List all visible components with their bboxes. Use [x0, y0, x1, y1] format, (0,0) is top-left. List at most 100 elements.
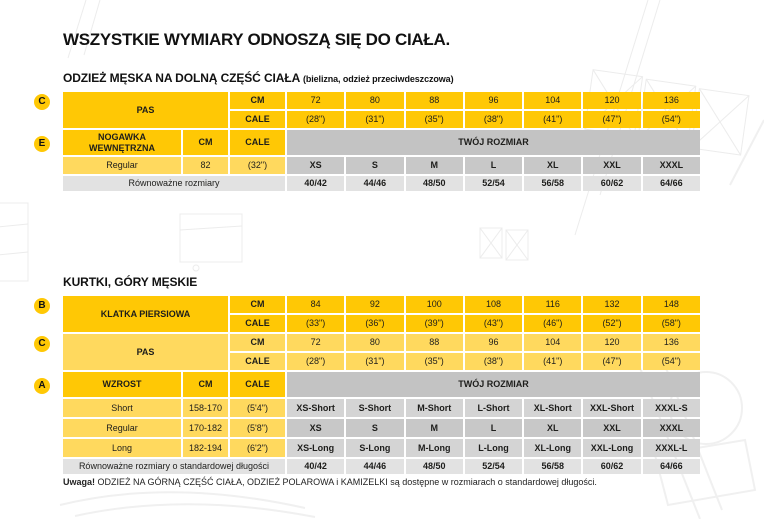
- row-label-wzrost: WZROST A: [34, 372, 181, 397]
- your-size-header: TWÓJ ROZMIAR: [287, 372, 700, 397]
- table-cell: XXXL: [642, 419, 700, 437]
- table-cell: (28"): [287, 353, 345, 370]
- unit-label-cale: CALE: [230, 111, 285, 128]
- table-cell: 136: [642, 334, 700, 351]
- table-cell: (36"): [346, 315, 404, 332]
- table-row: Short 158-170 (5'4") XS-Short S-Short M-Short…: [63, 399, 700, 417]
- table-cell: S: [346, 157, 404, 174]
- table-cell: 96: [464, 92, 523, 109]
- unit-label-cm: CM: [183, 372, 228, 397]
- table-cell: 100: [405, 296, 463, 313]
- row-marker-e: E: [34, 135, 50, 152]
- table-cell: (31"): [346, 111, 404, 128]
- table-row: CALE (28") (31") (35") (38") (41") (47") (54"): [63, 111, 700, 128]
- table-cell: 96: [464, 334, 523, 351]
- section-heading-text: ODZIEŻ MĘSKA NA DOLNĄ CZĘŚĆ CIAŁA: [63, 71, 300, 85]
- table-row: WZROST A CM CALE TWÓJ ROZMIAR: [34, 372, 700, 397]
- table-cell: 132: [583, 296, 641, 313]
- row-marker-c: C: [34, 93, 50, 110]
- table-row: Regular 82 (32") XS S M L XL XXL XXXL: [63, 157, 700, 174]
- table-cell: XXL-Short: [583, 399, 641, 417]
- table-cell: 116: [524, 296, 582, 313]
- row-marker-a: A: [34, 377, 50, 394]
- size-table-jackets-tops: KLATKA PIERSIOWA B CM 84 92 100 108 116 132 148 CA…: [34, 294, 702, 476]
- table-row: Long 182-194 (6'2") XS-Long S-Long M-Long L-Lo…: [63, 439, 700, 457]
- footnote-text: ODZIEŻ NA GÓRNĄ CZĘŚĆ CIAŁA, ODZIEŻ POLA…: [97, 477, 597, 487]
- footnote-label: Uwaga!: [63, 477, 96, 487]
- table-cell: 104: [524, 334, 582, 351]
- table-cell: XL: [524, 157, 582, 174]
- table-cell: (31"): [346, 353, 404, 370]
- table-cell: 64/66: [642, 176, 700, 191]
- unit-label-cale: CALE: [230, 130, 285, 155]
- table-cell: 60/62: [583, 459, 641, 474]
- row-label-short: Short: [63, 399, 181, 417]
- table-cell: XXL: [583, 419, 641, 437]
- row-label-regular: Regular: [63, 419, 181, 437]
- row-marker-b: B: [34, 297, 50, 314]
- table-row: NOGAWKA WEWNĘTRZNA E CM CALE TWÓJ ROZMIAR: [34, 130, 700, 155]
- size-table: PAS C CM 72 80 88 96 104 120 136 CALE (28") (31") (35…: [34, 90, 702, 193]
- unit-label-cale: CALE: [230, 353, 285, 370]
- table-cell: 92: [346, 296, 404, 313]
- table-cell: M: [405, 419, 463, 437]
- table-cell: 120: [583, 334, 641, 351]
- table-cell: 82: [183, 157, 228, 174]
- table-cell: (41"): [524, 353, 582, 370]
- table-cell: S-Short: [346, 399, 404, 417]
- table-cell: (35"): [405, 353, 463, 370]
- table-cell: XXL-Long: [583, 439, 641, 457]
- table-cell: 48/50: [405, 176, 463, 191]
- table-cell: XXXL-L: [642, 439, 700, 457]
- table-cell: (35"): [405, 111, 463, 128]
- table-cell: XXXL-S: [642, 399, 700, 417]
- table-row: PAS C CM 72 80 88 96 104 120 136: [34, 334, 700, 370]
- row-label-pas: PAS C: [34, 334, 228, 370]
- table-cell: M-Short: [405, 399, 463, 417]
- table-cell: (38"): [464, 111, 523, 128]
- row-label-equivalent-sizes: Równoważne rozmiary o standardowej długo…: [63, 459, 285, 474]
- table-cell: (41"): [524, 111, 582, 128]
- table-cell: (32"): [230, 157, 285, 174]
- table-cell: 170-182: [183, 419, 228, 437]
- table-cell: (33"): [287, 315, 345, 332]
- table-cell: 56/58: [524, 176, 582, 191]
- table-cell: (6'2"): [230, 439, 285, 457]
- table-cell: 148: [642, 296, 700, 313]
- section-heading-lower-body: ODZIEŻ MĘSKA NA DOLNĄ CZĘŚĆ CIAŁA (bieli…: [63, 71, 702, 85]
- table-cell: M: [405, 157, 463, 174]
- table-cell: 60/62: [583, 176, 641, 191]
- unit-label-cale: CALE: [230, 372, 285, 397]
- table-cell: (39"): [405, 315, 463, 332]
- table-cell: 56/58: [524, 459, 582, 474]
- page-title: WSZYSTKIE WYMIARY ODNOSZĄ SIĘ DO CIAŁA.: [63, 30, 450, 49]
- unit-label-cm: CM: [230, 92, 285, 109]
- table-cell: (54"): [642, 353, 700, 370]
- table-cell: XXXL: [642, 157, 700, 174]
- table-cell: XL-Long: [524, 439, 582, 457]
- footnote: Uwaga! ODZIEŻ NA GÓRNĄ CZĘŚĆ CIAŁA, ODZI…: [63, 477, 597, 487]
- table-cell: (54"): [642, 111, 700, 128]
- section-heading-text: KURTKI, GÓRY MĘSKIE: [63, 275, 198, 289]
- table-cell: (52"): [583, 315, 641, 332]
- table-cell: XL: [524, 419, 582, 437]
- table-cell: 44/46: [346, 176, 404, 191]
- section-lower-body: ODZIEŻ MĘSKA NA DOLNĄ CZĘŚĆ CIAŁA (bieli…: [34, 71, 702, 193]
- table-cell: XS-Short: [287, 399, 345, 417]
- table-cell: 52/54: [464, 176, 523, 191]
- table-cell: XS: [287, 157, 345, 174]
- table-cell: 120: [583, 92, 641, 109]
- table-cell: 158-170: [183, 399, 228, 417]
- table-cell: L: [464, 157, 523, 174]
- table-cell: 80: [346, 92, 404, 109]
- table-row: KLATKA PIERSIOWA B CM 84 92 100 108 116 132 148: [34, 296, 700, 332]
- table-row: CALE (28") (31") (35") (38") (41") (47") (54"): [63, 353, 700, 370]
- table-row: Równoważne rozmiary o standardowej długo…: [63, 459, 700, 474]
- table-cell: M-Long: [405, 439, 463, 457]
- table-cell: (38"): [464, 353, 523, 370]
- size-table-lower-body: PAS C CM 72 80 88 96 104 120 136 CALE (28") (31") (35…: [34, 90, 702, 193]
- table-row: Równoważne rozmiary 40/42 44/46 48/50 52/54 5…: [63, 176, 700, 191]
- row-label-klatka-piersiowa: KLATKA PIERSIOWA B: [34, 296, 228, 332]
- row-label-pas: PAS C: [34, 92, 228, 128]
